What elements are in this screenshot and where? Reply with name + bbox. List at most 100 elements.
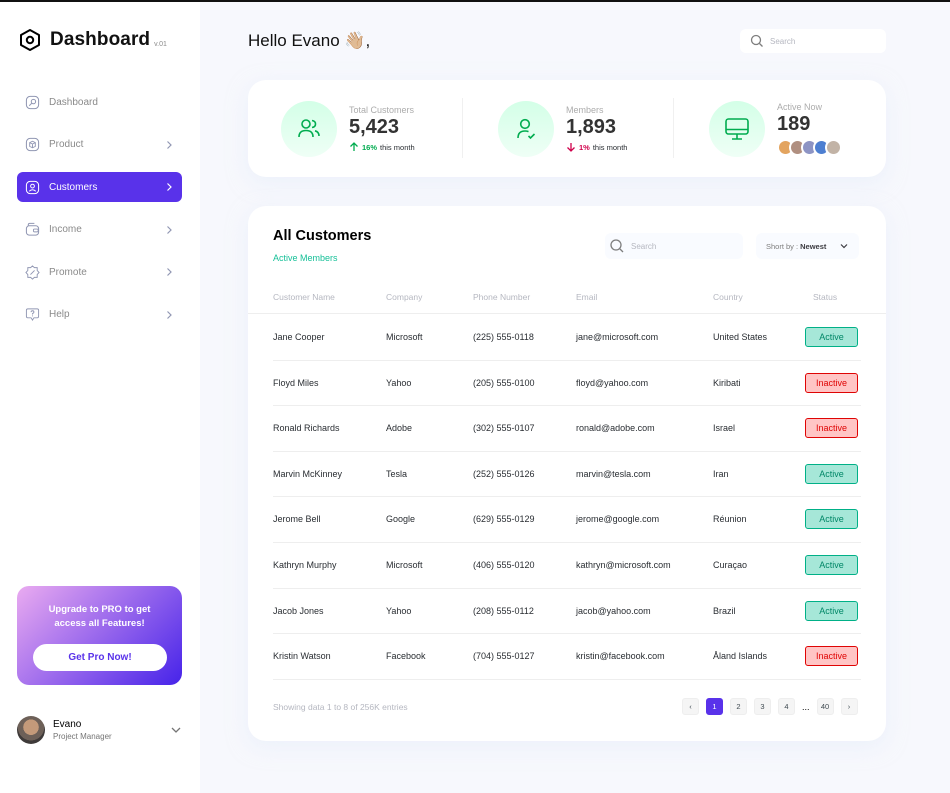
chevron-right-icon: [167, 183, 172, 191]
status-badge[interactable]: Active: [805, 327, 858, 347]
page-button[interactable]: 40: [816, 698, 834, 715]
column-header[interactable]: Email: [576, 292, 598, 302]
column-header[interactable]: Company: [386, 292, 423, 302]
chevron-down-icon[interactable]: [170, 724, 182, 736]
panel-subtitle[interactable]: Active Members: [273, 253, 338, 263]
sidebar-item-dashboard[interactable]: Dashboard: [17, 87, 182, 117]
arrow-down-icon: [567, 143, 575, 152]
chevron-down-icon: [840, 244, 848, 249]
cell-name: Marvin McKinney: [273, 468, 343, 479]
next-page-button[interactable]: ›: [840, 698, 858, 715]
window-top-border: [0, 0, 950, 2]
table-row[interactable]: Ronald Richards Adobe (302) 555-0107 ronald…: [273, 406, 861, 452]
profile-role: Project Manager: [53, 732, 112, 741]
discount-shape-icon: [25, 264, 40, 280]
cell-company: Yahoo: [386, 377, 412, 388]
page-greeting: Hello Evano 👋🏼,: [248, 31, 371, 50]
brand-version: v.01: [154, 40, 167, 48]
table-row[interactable]: Jane Cooper Microsoft (225) 555-0118 jane@m…: [273, 315, 861, 361]
message-question-icon: [25, 308, 40, 322]
trend-value: 16%: [362, 142, 378, 152]
stat-value: 1,893: [566, 116, 617, 138]
stats-card: Total Customers 5,423 16% this month Mem…: [248, 80, 886, 177]
sidebar-item-label: Income: [49, 224, 82, 235]
panel-title: All Customers: [273, 228, 372, 244]
user-tick-icon: [517, 118, 536, 139]
page-button[interactable]: 2: [730, 698, 747, 715]
status-badge[interactable]: Active: [805, 509, 858, 530]
page-button[interactable]: 1: [706, 698, 723, 715]
cell-phone: (302) 555-0107: [473, 423, 535, 434]
cell-phone: (629) 555-0129: [473, 514, 535, 525]
pagination-summary: Showing data 1 to 8 of 256K entries: [273, 702, 408, 712]
cell-email: jerome@google.com: [576, 514, 660, 525]
wallet-icon: [25, 222, 40, 236]
get-pro-button[interactable]: Get Pro Now!: [33, 644, 167, 671]
sidebar-item-customers[interactable]: Customers: [17, 172, 182, 202]
table-row[interactable]: Jacob Jones Yahoo (208) 555-0112 jacob@yaho…: [273, 589, 861, 635]
cell-company: Tesla: [386, 468, 408, 479]
page-button[interactable]: 4: [778, 698, 795, 715]
column-header[interactable]: Phone Number: [473, 292, 531, 302]
sidebar-item-help[interactable]: Help: [17, 300, 182, 330]
cell-company: Microsoft: [386, 332, 423, 342]
table-row[interactable]: Jerome Bell Google (629) 555-0129 jerome@go…: [273, 497, 861, 543]
sidebar-item-label: Promote: [49, 266, 87, 278]
search-input[interactable]: [631, 241, 731, 251]
promo-text: Upgrade to PRO to get access all Feature…: [48, 604, 151, 629]
cell-name: Ronald Richards: [273, 423, 340, 434]
status-badge[interactable]: Inactive: [805, 418, 858, 439]
cell-name: Jane Cooper: [273, 332, 325, 342]
status-badge[interactable]: Inactive: [805, 646, 858, 667]
sidebar-item-label: Customers: [49, 181, 98, 193]
cell-email: kathryn@microsoft.com: [576, 560, 671, 570]
cell-country: Iran: [713, 468, 729, 479]
table-row[interactable]: Kathryn Murphy Microsoft (406) 555-0120 kat…: [273, 543, 861, 589]
monitor-icon: [725, 117, 749, 140]
table-search[interactable]: [605, 233, 743, 259]
cell-name: Floyd Miles: [273, 377, 319, 388]
stat-total-customers: Total Customers 5,423 16% this month: [281, 100, 415, 157]
search-input[interactable]: [770, 36, 870, 46]
user-profile[interactable]: Evano Project Manager: [17, 714, 182, 746]
avatar: [825, 138, 842, 156]
prev-page-button[interactable]: ‹: [682, 698, 699, 715]
sort-dropdown[interactable]: Short by : Newest: [756, 233, 859, 259]
trend-text: this month: [380, 142, 415, 152]
arrow-up-icon: [350, 142, 358, 151]
sidebar-item-income[interactable]: Income: [17, 215, 182, 245]
pagination: ‹ 1 2 3 4 ... 40 ›: [682, 698, 865, 715]
table-row[interactable]: Marvin McKinney Tesla (252) 555-0126 marvin…: [273, 452, 861, 498]
status-badge[interactable]: Active: [805, 555, 858, 575]
cell-email: jacob@yahoo.com: [576, 605, 651, 616]
table-row[interactable]: Floyd Miles Yahoo (205) 555-0100 floyd@yaho…: [273, 361, 861, 407]
sidebar-item-promote[interactable]: Promote: [17, 257, 182, 287]
brand[interactable]: Dashboard v.01: [18, 28, 167, 52]
status-badge[interactable]: Active: [805, 600, 858, 621]
cell-company: Adobe: [386, 423, 413, 434]
key-square-icon: [25, 95, 40, 109]
trend-text: this month: [592, 142, 628, 152]
column-header[interactable]: Status: [813, 292, 838, 302]
cell-country: United States: [713, 332, 768, 342]
cell-phone: (208) 555-0112: [473, 605, 534, 616]
cell-phone: (704) 555-0127: [473, 651, 535, 662]
column-header[interactable]: Customer Name: [273, 292, 335, 302]
stat-active-now: Active Now 189: [709, 100, 842, 157]
cell-email: kristin@facebook.com: [576, 651, 665, 662]
table-header: Customer Name Company Phone Number Email…: [248, 292, 886, 314]
status-badge[interactable]: Inactive: [805, 372, 858, 393]
page-button[interactable]: 3: [754, 698, 771, 715]
cell-company: Facebook: [386, 651, 426, 662]
hexagon-logo-icon: [20, 29, 40, 51]
table-row[interactable]: Kristin Watson Facebook (704) 555-0127 kris…: [273, 634, 861, 680]
users-icon: [298, 118, 320, 137]
stat-divider: [673, 98, 674, 158]
cell-country: Åland Islands: [713, 651, 768, 662]
pagination-ellipsis: ...: [802, 701, 810, 712]
cell-email: floyd@yahoo.com: [576, 377, 649, 388]
column-header[interactable]: Country: [713, 292, 743, 302]
header-search[interactable]: [740, 29, 886, 53]
sidebar-item-product[interactable]: Product: [17, 130, 182, 160]
status-badge[interactable]: Active: [805, 463, 858, 484]
